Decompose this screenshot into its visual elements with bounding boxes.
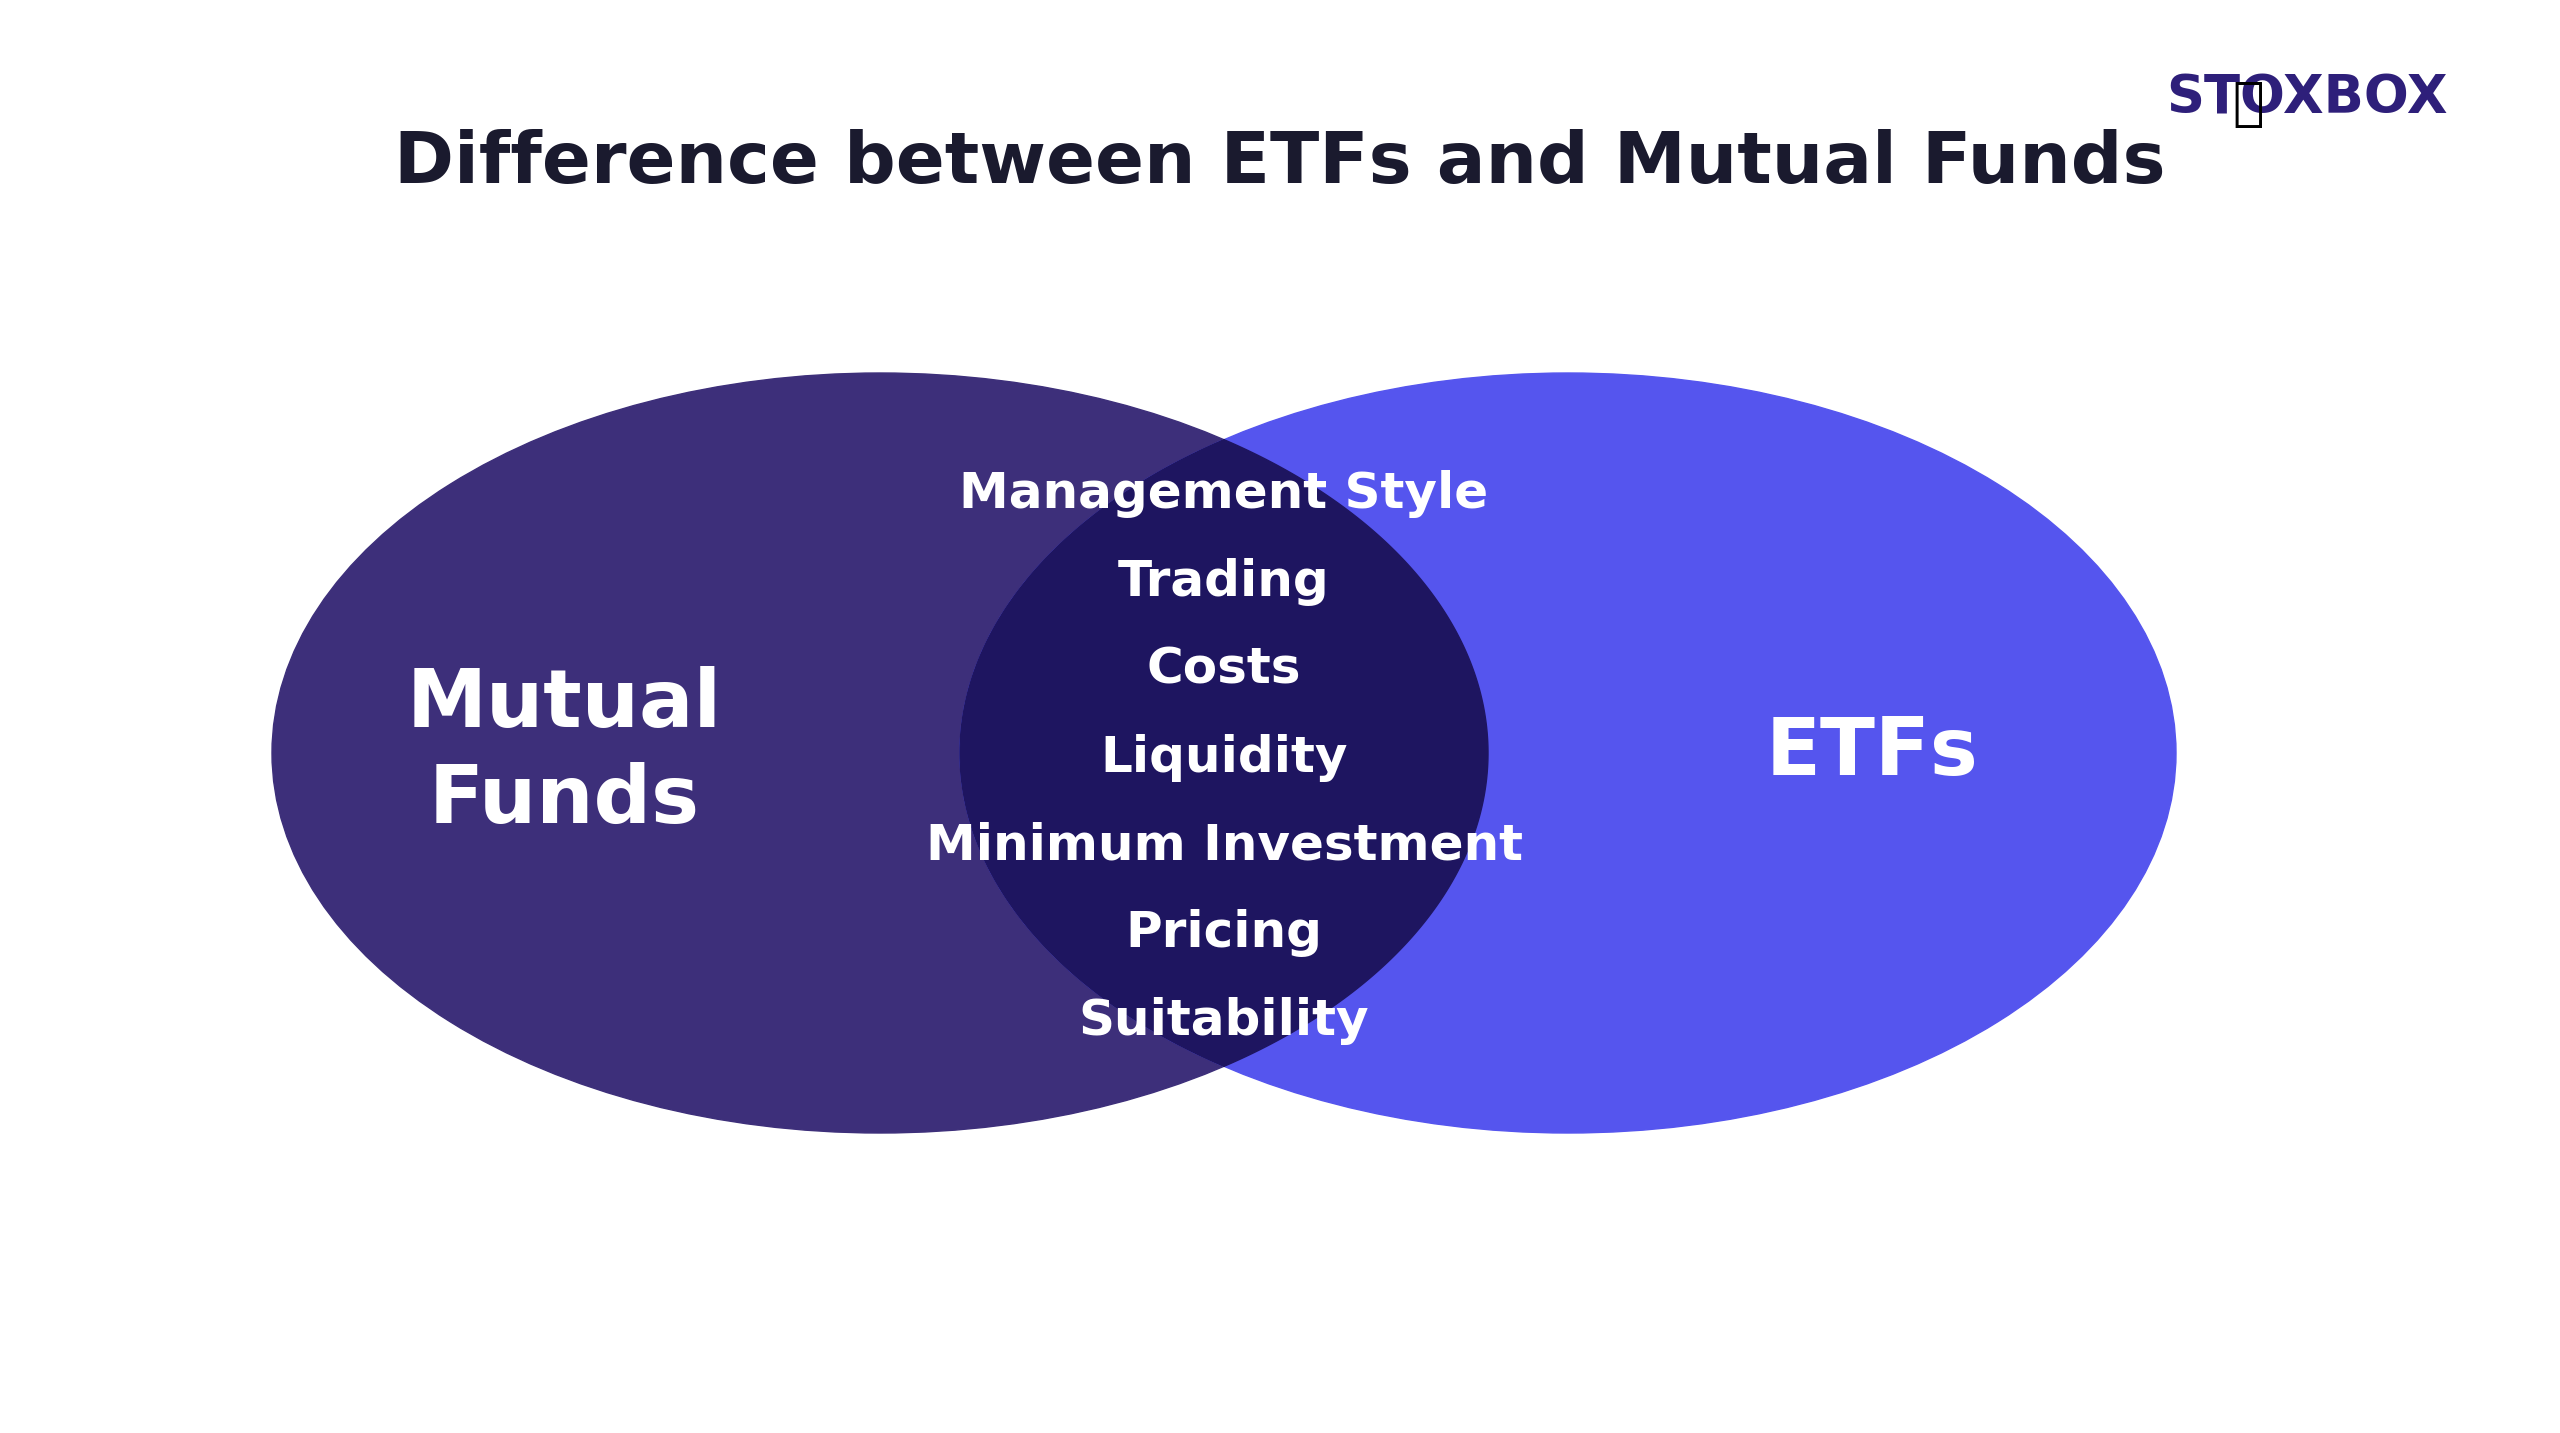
Text: ETFs: ETFs	[1766, 714, 1979, 792]
Text: STOXBOX: STOXBOX	[2166, 73, 2447, 125]
Text: Management Style: Management Style	[960, 470, 1487, 517]
Text: Costs: Costs	[1147, 646, 1300, 694]
Text: Trading: Trading	[1119, 557, 1329, 606]
Text: Liquidity: Liquidity	[1101, 734, 1347, 781]
Text: Mutual
Funds: Mutual Funds	[407, 666, 722, 840]
Circle shape	[960, 373, 2176, 1134]
Polygon shape	[960, 440, 1487, 1066]
Text: Pricing: Pricing	[1126, 910, 1324, 957]
Text: Difference between ETFs and Mutual Funds: Difference between ETFs and Mutual Funds	[394, 129, 2166, 198]
Text: Suitability: Suitability	[1078, 997, 1370, 1045]
Circle shape	[271, 373, 1487, 1134]
Text: 🚀: 🚀	[2232, 77, 2263, 130]
Text: Minimum Investment: Minimum Investment	[927, 821, 1523, 870]
